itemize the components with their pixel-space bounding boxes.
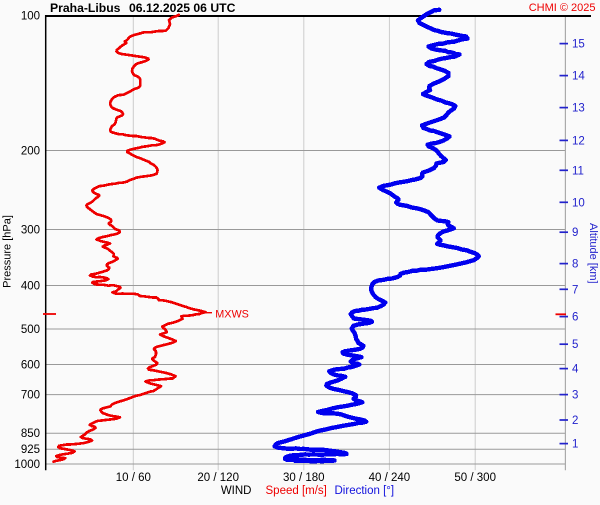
- svg-text:6: 6: [572, 312, 578, 324]
- svg-text:10 / 60: 10 / 60: [116, 472, 151, 484]
- svg-text:10: 10: [572, 197, 585, 209]
- svg-text:600: 600: [21, 360, 40, 372]
- svg-text:06.12.2025 06 UTC: 06.12.2025 06 UTC: [129, 1, 236, 15]
- svg-text:100: 100: [21, 11, 40, 23]
- svg-text:9: 9: [572, 227, 578, 239]
- svg-text:7: 7: [572, 284, 578, 296]
- svg-text:WIND: WIND: [221, 485, 252, 497]
- svg-text:40 / 240: 40 / 240: [369, 472, 411, 484]
- svg-text:8: 8: [572, 259, 578, 271]
- svg-text:1: 1: [572, 439, 578, 451]
- svg-text:30 / 180: 30 / 180: [283, 472, 325, 484]
- svg-text:925: 925: [21, 444, 40, 456]
- svg-text:3: 3: [572, 390, 578, 402]
- svg-text:700: 700: [21, 390, 40, 402]
- svg-text:11: 11: [572, 165, 584, 177]
- svg-text:Direction [°]: Direction [°]: [335, 485, 395, 497]
- svg-text:4: 4: [572, 364, 579, 376]
- svg-text:MXWS: MXWS: [215, 309, 249, 321]
- svg-text:CHMI © 2025: CHMI © 2025: [529, 2, 596, 14]
- svg-text:50 / 300: 50 / 300: [454, 472, 496, 484]
- svg-text:500: 500: [21, 324, 40, 336]
- svg-text:Pressure [hPa]: Pressure [hPa]: [2, 215, 14, 288]
- svg-text:Speed [m/s]: Speed [m/s]: [266, 485, 327, 497]
- svg-text:15: 15: [572, 39, 585, 51]
- svg-text:300: 300: [21, 225, 40, 237]
- svg-text:850: 850: [21, 428, 40, 440]
- svg-text:5: 5: [572, 339, 578, 351]
- svg-text:2: 2: [572, 415, 578, 427]
- svg-text:12: 12: [572, 135, 585, 147]
- svg-text:200: 200: [21, 146, 40, 158]
- svg-text:13: 13: [572, 103, 585, 115]
- svg-text:14: 14: [572, 71, 585, 83]
- svg-text:20 / 120: 20 / 120: [197, 472, 239, 484]
- svg-text:Altitude [km]: Altitude [km]: [587, 223, 599, 284]
- svg-text:400: 400: [21, 281, 40, 293]
- svg-text:Praha-Libus: Praha-Libus: [50, 1, 121, 15]
- svg-text:1000: 1000: [14, 459, 40, 471]
